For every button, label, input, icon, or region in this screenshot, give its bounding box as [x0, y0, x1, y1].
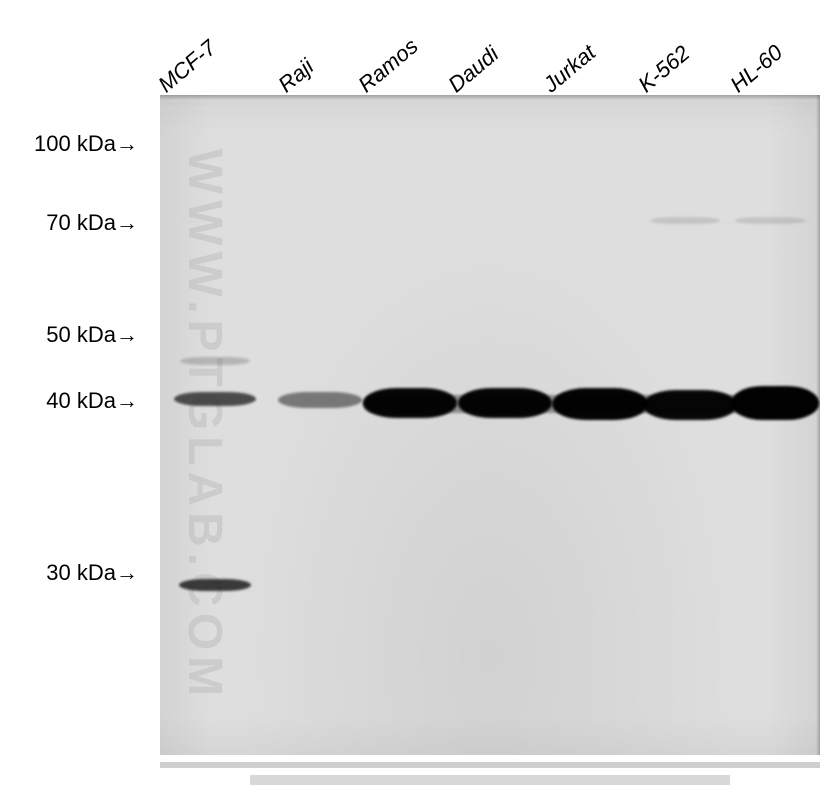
film-bottom-shadow: [160, 762, 820, 768]
blot-edge-top: [160, 95, 820, 100]
faint-line: [165, 103, 815, 105]
band-mcf7-45kda-faint: [180, 357, 250, 365]
lane-label-mcf7: MCF-7: [153, 35, 221, 98]
lane-label-hl60: HL-60: [725, 40, 788, 98]
band-smear-connect: [363, 395, 819, 413]
mw-labels-group: 100 kDa→ 70 kDa→ 50 kDa→ 40 kDa→ 30 kDa→: [0, 0, 150, 810]
film-bottom-shadow-2: [250, 775, 730, 785]
band-k562-70kda-faint: [650, 217, 720, 224]
mw-label-30: 30 kDa→: [46, 560, 138, 586]
mw-label-100: 100 kDa→: [34, 131, 138, 157]
band-mcf7-40kda: [174, 392, 256, 406]
lane-label-ramos: Ramos: [353, 33, 423, 98]
watermark-text: WWW.PTGLAB.COM: [178, 148, 233, 701]
lane-label-raji: Raji: [273, 54, 319, 98]
lane-label-jurkat: Jurkat: [538, 40, 601, 98]
band-raji-40kda: [278, 392, 362, 408]
lane-label-k562: K-562: [633, 40, 695, 98]
blot-edge-right: [816, 95, 820, 755]
mw-label-70: 70 kDa→: [46, 210, 138, 236]
figure-root: MCF-7 Raji Ramos Daudi Jurkat K-562 HL-6…: [0, 0, 835, 810]
band-mcf7-29kda: [179, 579, 251, 591]
watermark: WWW.PTGLAB.COM: [170, 105, 240, 745]
mw-label-50: 50 kDa→: [46, 322, 138, 348]
lane-label-daudi: Daudi: [443, 41, 504, 98]
blot-membrane: WWW.PTGLAB.COM: [160, 95, 820, 755]
mw-label-40: 40 kDa→: [46, 388, 138, 414]
band-hl60-70kda-faint: [735, 217, 805, 224]
